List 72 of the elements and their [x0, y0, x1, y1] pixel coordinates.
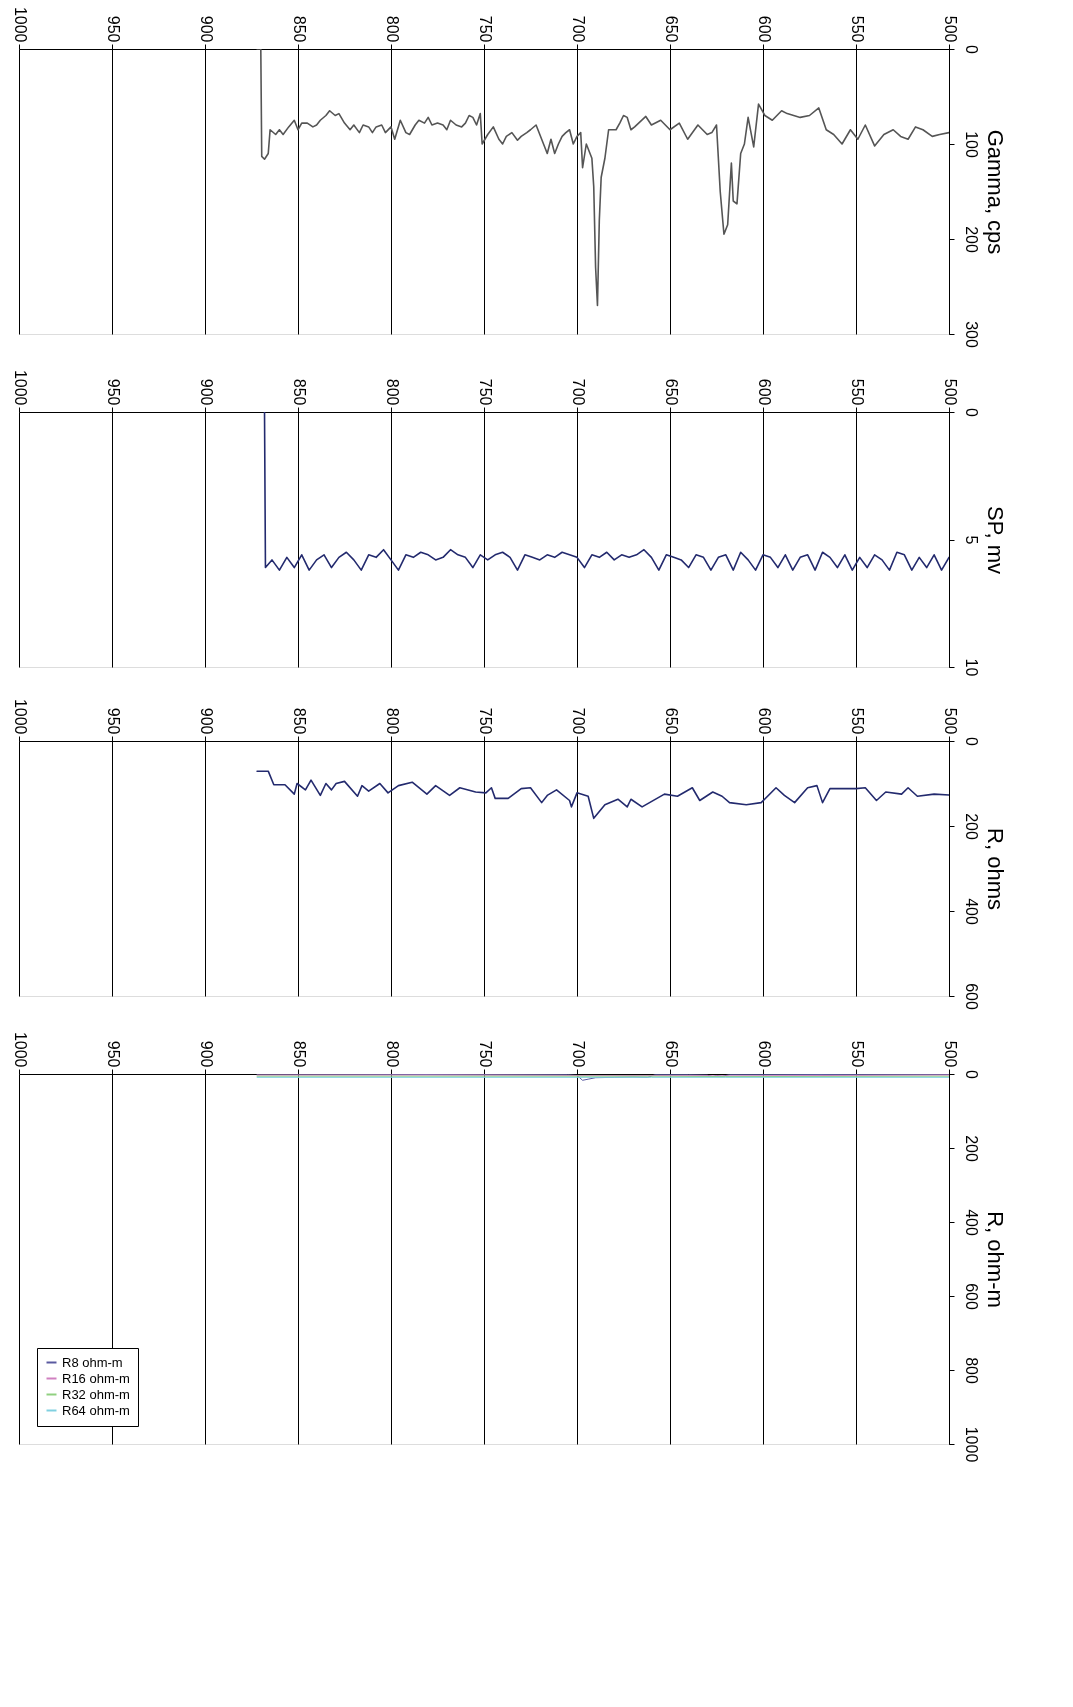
- x-tick-label: 900: [197, 378, 215, 406]
- y-tick-label: 200: [962, 813, 980, 840]
- y-tick-label: 200: [962, 226, 980, 253]
- line-series: [256, 770, 949, 820]
- x-tick-label: 950: [104, 707, 122, 735]
- x-tick-label: 750: [476, 1040, 494, 1068]
- x-tick-label: 950: [104, 1040, 122, 1068]
- x-tick-label: 800: [383, 378, 401, 406]
- x-tick-label: 1000: [11, 1031, 29, 1068]
- x-tick-label: 750: [476, 15, 494, 43]
- x-tick-label: 550: [848, 378, 866, 406]
- x-tick-label: 650: [662, 378, 680, 406]
- y-tick-label: 1000: [962, 1426, 980, 1463]
- y-axis-title: Gamma, cps: [982, 129, 1008, 255]
- x-tick-label: 600: [755, 378, 773, 406]
- y-tick-label: 600: [962, 1283, 980, 1310]
- x-tick-label: 1000: [11, 6, 29, 43]
- x-tick-label: 900: [197, 15, 215, 43]
- x-tick-label: 800: [383, 707, 401, 735]
- x-tick-label: 900: [197, 707, 215, 735]
- y-tick-label: 10: [962, 658, 980, 677]
- y-tick-label: 5: [962, 535, 980, 545]
- x-tick-label: 1000: [11, 698, 29, 735]
- x-tick-label: 550: [848, 707, 866, 735]
- x-tick-label: 700: [569, 15, 587, 43]
- legend-label: R16 ohm-m: [62, 1370, 130, 1386]
- legend-label: R64 ohm-m: [62, 1402, 130, 1418]
- x-tick-label: 600: [755, 707, 773, 735]
- x-tick-label: 500: [941, 15, 959, 43]
- line-series: [256, 49, 949, 307]
- x-tick-label: 650: [662, 15, 680, 43]
- x-tick-label: 500: [941, 1040, 959, 1068]
- y-tick-label: 0: [962, 408, 980, 418]
- x-tick-label: 800: [383, 15, 401, 43]
- x-tick-label: 950: [104, 378, 122, 406]
- x-tick-label: 900: [197, 1040, 215, 1068]
- x-tick-label: 550: [848, 15, 866, 43]
- y-tick-label: 0: [962, 737, 980, 747]
- x-tick-label: 700: [569, 378, 587, 406]
- legend-label: R32 ohm-m: [62, 1386, 130, 1402]
- x-tick-label: 700: [569, 1040, 587, 1068]
- y-tick-label: 0: [962, 45, 980, 55]
- x-tick-label: 700: [569, 707, 587, 735]
- x-tick-label: 650: [662, 707, 680, 735]
- x-tick-label: 850: [290, 15, 308, 43]
- x-tick-label: 550: [848, 1040, 866, 1068]
- y-axis-title: R, ohms: [982, 828, 1008, 910]
- x-tick-label: 850: [290, 707, 308, 735]
- x-tick-label: 850: [290, 378, 308, 406]
- x-tick-label: 500: [941, 707, 959, 735]
- x-tick-label: 600: [755, 15, 773, 43]
- x-tick-label: 950: [104, 15, 122, 43]
- y-tick-label: 300: [962, 321, 980, 348]
- x-tick-label: 1000: [11, 369, 29, 406]
- x-tick-label: 850: [290, 1040, 308, 1068]
- y-tick-label: 600: [962, 983, 980, 1010]
- y-tick-label: 400: [962, 1209, 980, 1236]
- y-tick-label: 0: [962, 1070, 980, 1080]
- y-axis-title: R, ohm-m: [982, 1211, 1008, 1308]
- x-tick-label: 600: [755, 1040, 773, 1068]
- x-tick-label: 750: [476, 378, 494, 406]
- line-series: [263, 412, 949, 571]
- y-tick-label: 400: [962, 898, 980, 925]
- y-axis-title: SP, mv: [982, 505, 1008, 575]
- x-tick-label: 800: [383, 1040, 401, 1068]
- x-tick-label: 500: [941, 378, 959, 406]
- legend-label: R8 ohm-m: [62, 1354, 123, 1370]
- y-tick-label: 100: [962, 131, 980, 158]
- x-tick-label: 650: [662, 1040, 680, 1068]
- y-tick-label: 800: [962, 1357, 980, 1384]
- y-tick-label: 200: [962, 1135, 980, 1162]
- x-tick-label: 750: [476, 707, 494, 735]
